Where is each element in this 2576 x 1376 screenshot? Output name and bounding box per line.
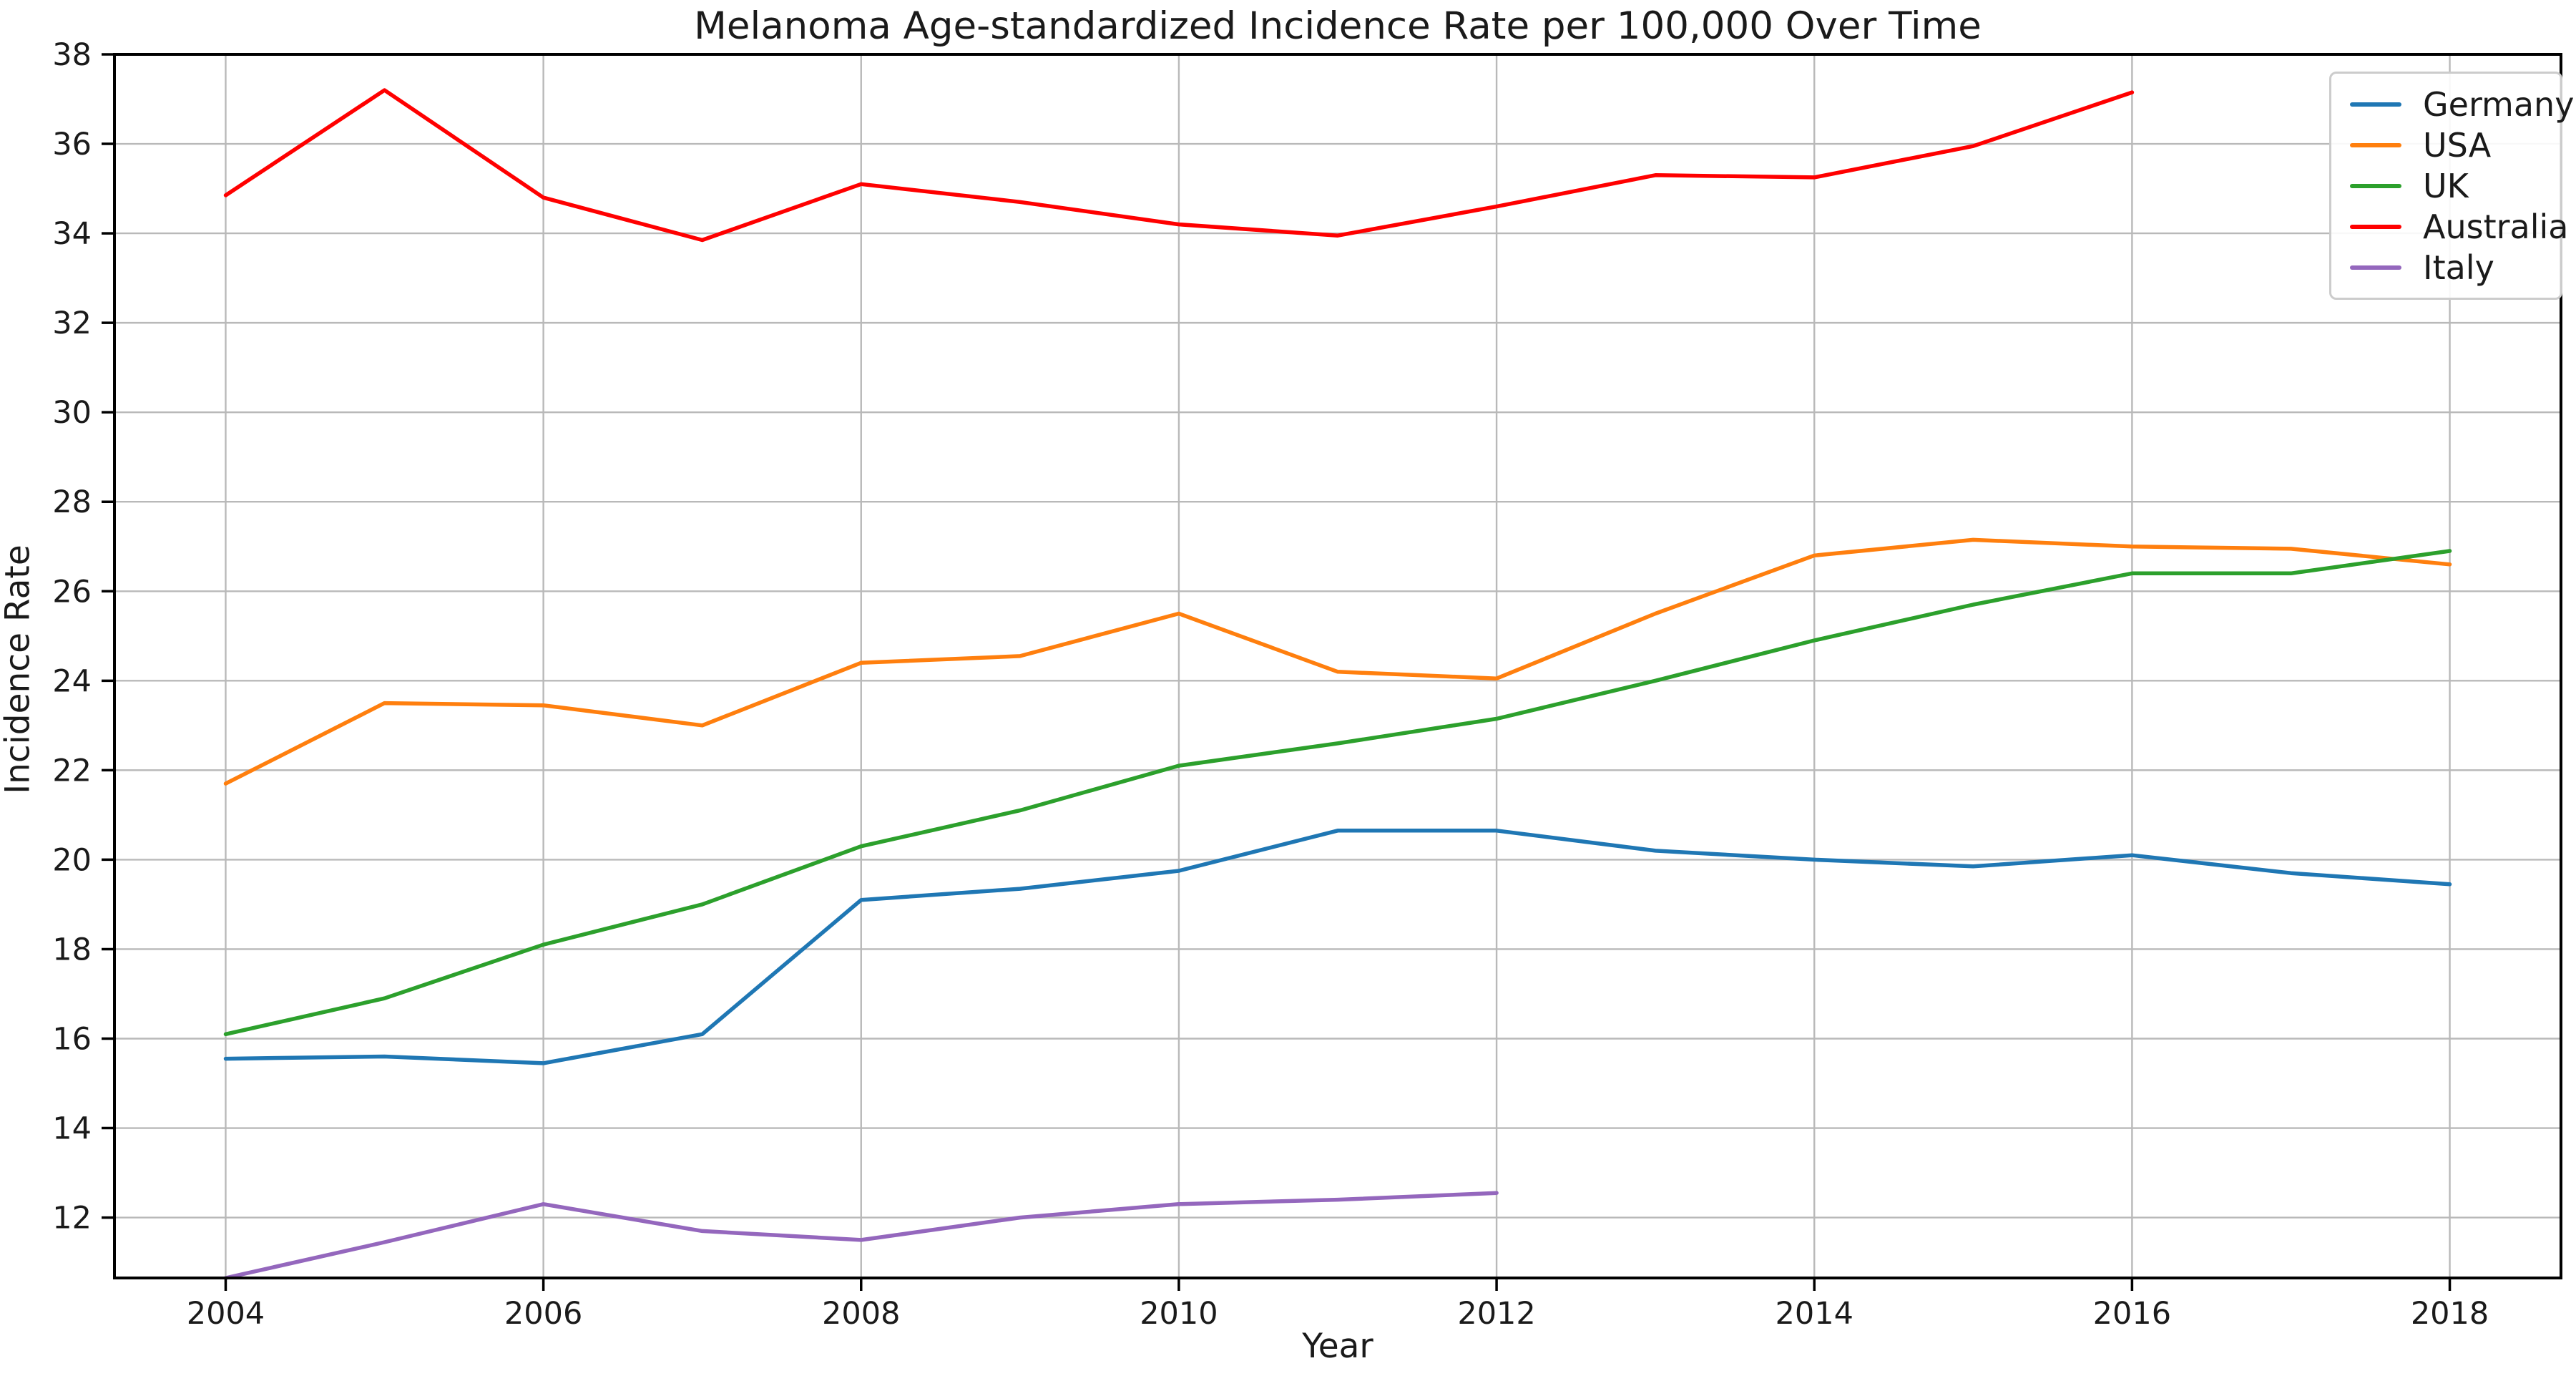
legend: Germany USA UK Australia Italy <box>2329 72 2574 300</box>
axes-frame <box>113 53 2562 1279</box>
y-tick-label: 32 <box>52 306 92 341</box>
series-line-usa <box>223 537 2452 786</box>
y-tick-label: 20 <box>52 842 92 878</box>
legend-label: Italy <box>2423 248 2494 287</box>
y-tick-label: 28 <box>52 484 92 520</box>
y-tick-label: 18 <box>52 932 92 967</box>
y-tick-label: 22 <box>52 753 92 789</box>
x-tick-label: 2012 <box>1457 1296 1535 1332</box>
x-tick-label: 2006 <box>504 1296 582 1332</box>
legend-item-usa: USA <box>2331 125 2560 165</box>
y-tick-label: 16 <box>52 1022 92 1058</box>
legend-label: UK <box>2423 166 2469 205</box>
y-tick-label: 30 <box>52 395 92 431</box>
legend-label: Australia <box>2423 207 2569 246</box>
y-tick-label: 38 <box>52 37 92 73</box>
x-axis-label: Year <box>1302 1327 1373 1366</box>
y-tick-label: 12 <box>52 1201 92 1236</box>
y-axis-label: Incidence Rate <box>0 545 38 794</box>
legend-label: Germany <box>2423 84 2575 124</box>
legend-line-icon-uk <box>2350 183 2401 188</box>
legend-item-uk: UK <box>2331 165 2560 206</box>
chart-title: Melanoma Age-standardized Incidence Rate… <box>694 4 1982 48</box>
x-tick-label: 2016 <box>2093 1296 2171 1332</box>
series-line-italy <box>223 1191 1499 1280</box>
legend-label: USA <box>2423 125 2492 165</box>
x-tick-label: 2004 <box>187 1296 265 1332</box>
legend-line-icon-usa <box>2350 142 2401 147</box>
legend-line-icon-australia <box>2350 224 2401 229</box>
y-tick-label: 14 <box>52 1111 92 1147</box>
legend-item-italy: Italy <box>2331 247 2560 288</box>
series-line-australia <box>223 88 2135 243</box>
y-tick-label: 24 <box>52 663 92 699</box>
y-tick-label: 34 <box>52 216 92 252</box>
x-tick-label: 2008 <box>822 1296 900 1332</box>
series-line-uk <box>223 549 2452 1037</box>
y-tick-label: 36 <box>52 127 92 162</box>
y-tick-label: 26 <box>52 574 92 610</box>
x-tick-label: 2014 <box>1776 1296 1853 1332</box>
legend-item-australia: Australia <box>2331 206 2568 247</box>
legend-line-icon-germany <box>2350 102 2401 107</box>
x-tick-label: 2018 <box>2411 1296 2489 1332</box>
plot-area <box>114 54 2561 1278</box>
legend-item-germany: Germany <box>2331 84 2574 125</box>
legend-line-icon-italy <box>2350 265 2401 270</box>
x-tick-label: 2010 <box>1140 1296 1218 1332</box>
series-line-germany <box>223 829 2452 1065</box>
